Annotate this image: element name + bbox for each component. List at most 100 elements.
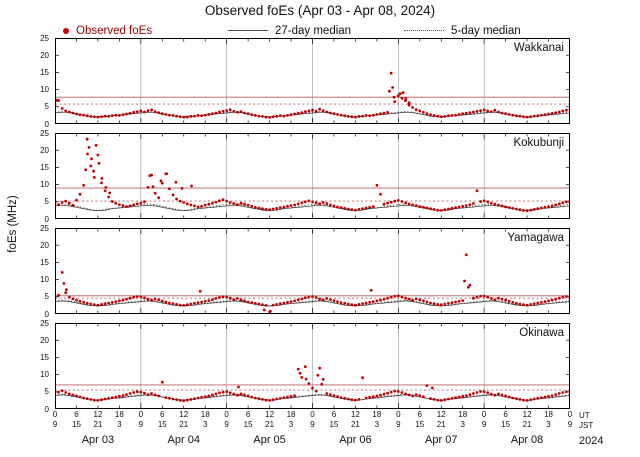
observed-point bbox=[454, 396, 457, 399]
y-tick-label: 10 bbox=[40, 85, 49, 95]
observed-point bbox=[171, 114, 175, 117]
x-tick-jst: 9 bbox=[52, 420, 58, 429]
observed-point bbox=[547, 205, 550, 208]
observed-point bbox=[382, 392, 386, 396]
x-tick-jst: 15 bbox=[415, 420, 425, 429]
observed-point bbox=[264, 208, 268, 211]
observed-point bbox=[146, 297, 150, 301]
observed-point bbox=[554, 111, 558, 114]
x-tick-ut: 6 bbox=[503, 410, 508, 419]
observed-point bbox=[135, 390, 139, 394]
y-tick-label: 25 bbox=[40, 33, 49, 43]
observed-point bbox=[57, 390, 60, 394]
observed-point bbox=[311, 295, 314, 298]
observed-point bbox=[75, 198, 78, 202]
observed-point bbox=[507, 113, 511, 116]
median27-line-swatch bbox=[228, 30, 268, 31]
observed-point bbox=[561, 109, 565, 113]
observed-point bbox=[89, 164, 93, 168]
observed-point bbox=[203, 395, 207, 398]
observed-point bbox=[103, 189, 107, 193]
observed-point bbox=[429, 301, 432, 305]
observed-point bbox=[504, 205, 507, 209]
observed-point bbox=[389, 390, 393, 394]
observed-point bbox=[139, 109, 143, 113]
date-label: Apr 03 bbox=[81, 434, 115, 446]
observed-point bbox=[422, 205, 425, 209]
observed-point bbox=[118, 203, 121, 206]
observed-point bbox=[148, 174, 152, 178]
observed-point bbox=[57, 203, 60, 206]
panel-wakkanai bbox=[55, 38, 570, 124]
observed-point bbox=[275, 397, 279, 401]
observed-point bbox=[468, 393, 472, 396]
observed-point bbox=[540, 206, 543, 210]
observed-point bbox=[128, 296, 132, 300]
observed-point bbox=[221, 295, 225, 299]
observed-point bbox=[472, 392, 475, 395]
observed-point bbox=[450, 301, 454, 304]
observed-point bbox=[221, 109, 225, 113]
observed-point bbox=[243, 393, 246, 397]
observed-point bbox=[382, 297, 386, 301]
observed-point bbox=[207, 202, 211, 206]
observed-point bbox=[350, 398, 354, 402]
x-tick-jst: 21 bbox=[522, 420, 532, 429]
observed-point bbox=[436, 208, 440, 212]
observed-point bbox=[160, 112, 164, 116]
observed-point bbox=[364, 114, 368, 117]
observed-point bbox=[178, 199, 182, 203]
observed-point bbox=[425, 112, 429, 116]
observed-point bbox=[447, 114, 450, 118]
observed-point bbox=[396, 199, 400, 202]
observed-point bbox=[336, 113, 339, 116]
observed-point bbox=[500, 204, 504, 208]
observed-point bbox=[332, 112, 336, 116]
observed-point bbox=[504, 298, 507, 302]
observed-point bbox=[314, 109, 318, 113]
observed-point bbox=[200, 204, 204, 208]
observed-point bbox=[196, 301, 200, 304]
observed-point bbox=[325, 202, 329, 205]
x-tick-ut: 18 bbox=[458, 410, 468, 419]
observed-point bbox=[522, 209, 525, 212]
observed-point bbox=[198, 289, 202, 293]
observed-point bbox=[239, 110, 243, 113]
observed-point bbox=[354, 303, 357, 307]
observed-point bbox=[522, 398, 525, 402]
observed-point bbox=[237, 385, 240, 389]
y-tick-label: 15 bbox=[40, 162, 49, 172]
observed-point bbox=[518, 114, 522, 118]
observed-point bbox=[125, 393, 128, 396]
observed-point bbox=[393, 294, 397, 298]
x-tick-ut: 18 bbox=[286, 410, 296, 419]
observed-point bbox=[87, 146, 91, 149]
observed-point bbox=[565, 295, 568, 298]
observed-point bbox=[447, 207, 450, 211]
observed-point bbox=[439, 399, 443, 402]
observed-point bbox=[268, 208, 271, 212]
observed-point bbox=[432, 302, 436, 306]
observed-point bbox=[96, 303, 100, 307]
observed-point bbox=[354, 398, 357, 402]
observed-point bbox=[489, 201, 493, 205]
observed-point bbox=[232, 392, 236, 396]
observed-point bbox=[393, 100, 397, 103]
observed-point bbox=[432, 398, 436, 401]
observed-point bbox=[396, 294, 400, 298]
observed-point bbox=[257, 397, 261, 401]
observed-point bbox=[190, 184, 194, 188]
x-tick-jst: 3 bbox=[288, 420, 294, 429]
y-tick-label: 15 bbox=[40, 257, 49, 267]
observed-point bbox=[507, 395, 511, 399]
observed-point bbox=[60, 271, 64, 274]
observed-point bbox=[432, 208, 436, 211]
x-tick-jst: 3 bbox=[202, 420, 208, 429]
observed-point bbox=[318, 107, 322, 111]
observed-point bbox=[143, 200, 146, 204]
observed-point bbox=[429, 207, 432, 211]
observed-point bbox=[128, 392, 132, 395]
observed-point bbox=[368, 205, 372, 209]
observed-point bbox=[515, 301, 518, 305]
observed-point bbox=[543, 113, 547, 117]
